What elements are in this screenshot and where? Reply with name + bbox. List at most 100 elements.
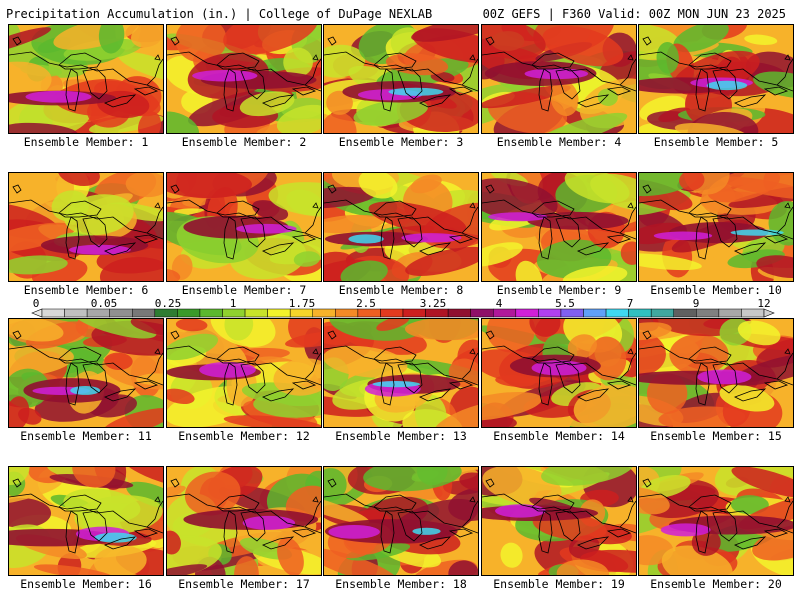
colorbar-swatch (132, 308, 156, 318)
colorbar-tick-label: 0.25 (155, 298, 182, 310)
colorbar-swatch (380, 308, 404, 318)
precipitation-map (8, 24, 164, 134)
page-title: Precipitation Accumulation (in.) | Colle… (6, 7, 433, 21)
ensemble-panel: Ensemble Member: 12 (166, 318, 322, 454)
colorbar-swatch (696, 308, 720, 318)
member-caption: Ensemble Member: 15 (650, 429, 782, 443)
member-caption: Ensemble Member: 19 (493, 577, 625, 591)
colorbar-swatch (109, 308, 133, 318)
member-caption: Ensemble Member: 6 (23, 283, 149, 297)
colorbar-tick-label: 1 (230, 298, 237, 310)
precipitation-map (481, 24, 637, 134)
colorbar-swatch (425, 308, 449, 318)
precipitation-map (8, 466, 164, 576)
colorbar-swatch (673, 308, 697, 318)
ensemble-panel: Ensemble Member: 5 (638, 24, 794, 160)
member-caption: Ensemble Member: 20 (650, 577, 782, 591)
member-caption: Ensemble Member: 9 (496, 283, 622, 297)
run-info: 00Z GEFS | F360 Valid: 00Z MON JUN 23 20… (482, 7, 786, 21)
colorbar-swatch (583, 308, 607, 318)
ensemble-panel: Ensemble Member: 13 (323, 318, 479, 454)
precipitation-map (323, 24, 479, 134)
precipitation-map (481, 172, 637, 282)
colorbar-swatch (41, 308, 65, 318)
colorbar-swatch (515, 308, 539, 318)
colorbar-tick-label: 0.05 (91, 298, 118, 310)
colorbar-swatch (312, 308, 336, 318)
member-caption: Ensemble Member: 14 (493, 429, 625, 443)
member-caption: Ensemble Member: 8 (338, 283, 464, 297)
colorbar-swatch (447, 308, 471, 318)
colorbar-swatch (335, 308, 359, 318)
precipitation-map (166, 172, 322, 282)
colorbar-tick-label: 4 (496, 298, 503, 310)
colorbar-swatch (741, 308, 765, 318)
colorbar-swatch (538, 308, 562, 318)
precip-colorbar: 0 0.05 0.25 1 1.75 2.5 3.25 4 5.5 7 9 12 (31, 298, 775, 318)
precipitation-map (166, 466, 322, 576)
precipitation-map (481, 318, 637, 428)
colorbar-tick-label: 2.5 (356, 298, 376, 310)
colorbar-tick-label: 0 (33, 298, 40, 310)
member-caption: Ensemble Member: 13 (335, 429, 467, 443)
member-caption: Ensemble Member: 16 (20, 577, 152, 591)
precipitation-map (638, 24, 794, 134)
colorbar-swatch (402, 308, 426, 318)
colorbar-swatch (650, 308, 674, 318)
ensemble-panel: Ensemble Member: 14 (481, 318, 637, 454)
member-caption: Ensemble Member: 17 (178, 577, 310, 591)
colorbar-swatch (493, 308, 517, 318)
colorbar-arrow-right (763, 308, 775, 318)
ensemble-panel: Ensemble Member: 9 (481, 172, 637, 308)
member-caption: Ensemble Member: 5 (653, 135, 779, 149)
precipitation-map (323, 172, 479, 282)
colorbar-swatch (177, 308, 201, 318)
precipitation-map (323, 318, 479, 428)
precipitation-map (166, 318, 322, 428)
colorbar-swatch (86, 308, 110, 318)
ensemble-panel: Ensemble Member: 6 (8, 172, 164, 308)
precipitation-map (8, 318, 164, 428)
colorbar-swatch (605, 308, 629, 318)
colorbar-tick-label: 7 (627, 298, 634, 310)
ensemble-panel: Ensemble Member: 8 (323, 172, 479, 308)
colorbar-tick-label: 5.5 (555, 298, 575, 310)
ensemble-panel: Ensemble Member: 3 (323, 24, 479, 160)
precipitation-map (8, 172, 164, 282)
ensemble-panel: Ensemble Member: 1 (8, 24, 164, 160)
colorbar-swatch (718, 308, 742, 318)
member-caption: Ensemble Member: 1 (23, 135, 149, 149)
colorbar-swatch (560, 308, 584, 318)
ensemble-panel: Ensemble Member: 2 (166, 24, 322, 160)
ensemble-panel: Ensemble Member: 19 (481, 466, 637, 602)
colorbar-tick-label: 12 (757, 298, 770, 310)
colorbar-swatch (222, 308, 246, 318)
colorbar-tick-label: 1.75 (289, 298, 316, 310)
colorbar-tick-label: 3.25 (420, 298, 447, 310)
member-caption: Ensemble Member: 3 (338, 135, 464, 149)
member-caption: Ensemble Member: 4 (496, 135, 622, 149)
precipitation-map (638, 172, 794, 282)
member-caption: Ensemble Member: 2 (181, 135, 307, 149)
colorbar-swatch (154, 308, 178, 318)
ensemble-panel: Ensemble Member: 11 (8, 318, 164, 454)
colorbar-swatch (470, 308, 494, 318)
colorbar-swatch (199, 308, 223, 318)
ensemble-panel: Ensemble Member: 10 (638, 172, 794, 308)
precipitation-map (481, 466, 637, 576)
colorbar-swatch (289, 308, 313, 318)
ensemble-panel: Ensemble Member: 15 (638, 318, 794, 454)
ensemble-panel: Ensemble Member: 4 (481, 24, 637, 160)
member-caption: Ensemble Member: 11 (20, 429, 152, 443)
ensemble-panel: Ensemble Member: 20 (638, 466, 794, 602)
colorbar-swatch (64, 308, 88, 318)
ensemble-panel: Ensemble Member: 17 (166, 466, 322, 602)
colorbar-swatch (244, 308, 268, 318)
colorbar-swatch (267, 308, 291, 318)
precipitation-map (638, 318, 794, 428)
ensemble-panel: Ensemble Member: 7 (166, 172, 322, 308)
precipitation-map (638, 466, 794, 576)
member-caption: Ensemble Member: 10 (650, 283, 782, 297)
ensemble-panel: Ensemble Member: 16 (8, 466, 164, 602)
member-caption: Ensemble Member: 18 (335, 577, 467, 591)
